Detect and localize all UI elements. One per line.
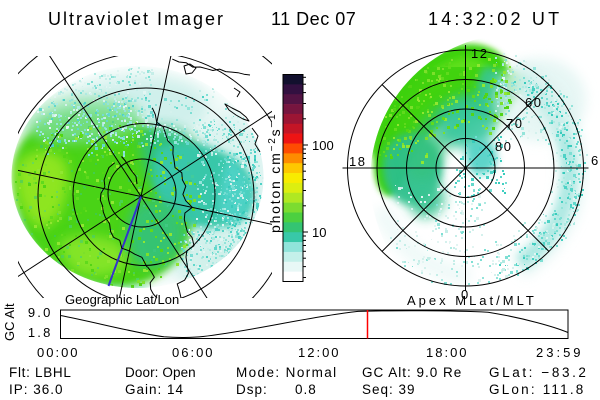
svg-text:10: 10 [312,225,326,240]
svg-text:GC Alt: 9.0 Re: GC Alt: 9.0 Re [362,365,462,380]
svg-text:12: 12 [471,46,488,61]
svg-text:6: 6 [591,153,598,168]
svg-text:IP: 36.0: IP: 36.0 [9,382,64,397]
svg-text:Ultraviolet Imager: Ultraviolet Imager [48,9,225,29]
svg-text:80: 80 [495,139,512,154]
svg-text:GC Alt: GC Alt [2,303,17,341]
svg-text:Geographic Lat/Lon: Geographic Lat/Lon [65,292,179,307]
svg-text:0: 0 [461,287,468,302]
svg-text:1.8: 1.8 [28,325,53,340]
svg-text:photon cm−2s−1: photon cm−2s−1 [267,113,283,233]
svg-text:00:00: 00:00 [37,345,80,360]
svg-text:Seq: 39: Seq: 39 [362,382,416,397]
svg-text:Door: Open: Door: Open [125,365,196,380]
svg-text:GLon: 111.8: GLon: 111.8 [489,382,586,397]
svg-text:12:00: 12:00 [298,345,341,360]
svg-text:23:59: 23:59 [536,345,584,360]
svg-text:60: 60 [525,95,542,110]
svg-text:Dsp:: Dsp: [236,382,268,397]
svg-text:06:00: 06:00 [172,345,215,360]
svg-text:70: 70 [506,116,523,131]
svg-text:0.8: 0.8 [295,382,317,397]
svg-text:Gain: 14: Gain: 14 [125,382,184,397]
svg-text:11 Dec 07: 11 Dec 07 [271,9,356,29]
svg-text:9.0: 9.0 [28,305,53,320]
svg-text:100: 100 [312,138,334,153]
svg-text:Apex MLat/MLT: Apex MLat/MLT [407,293,537,308]
svg-text:14:32:02 UT: 14:32:02 UT [428,9,562,29]
svg-text:Mode: Normal: Mode: Normal [236,365,338,380]
svg-text:GLat: −83.2: GLat: −83.2 [489,365,589,380]
svg-text:Flt: LBHL: Flt: LBHL [9,365,72,380]
svg-text:18: 18 [349,154,366,169]
svg-text:18:00: 18:00 [426,345,469,360]
